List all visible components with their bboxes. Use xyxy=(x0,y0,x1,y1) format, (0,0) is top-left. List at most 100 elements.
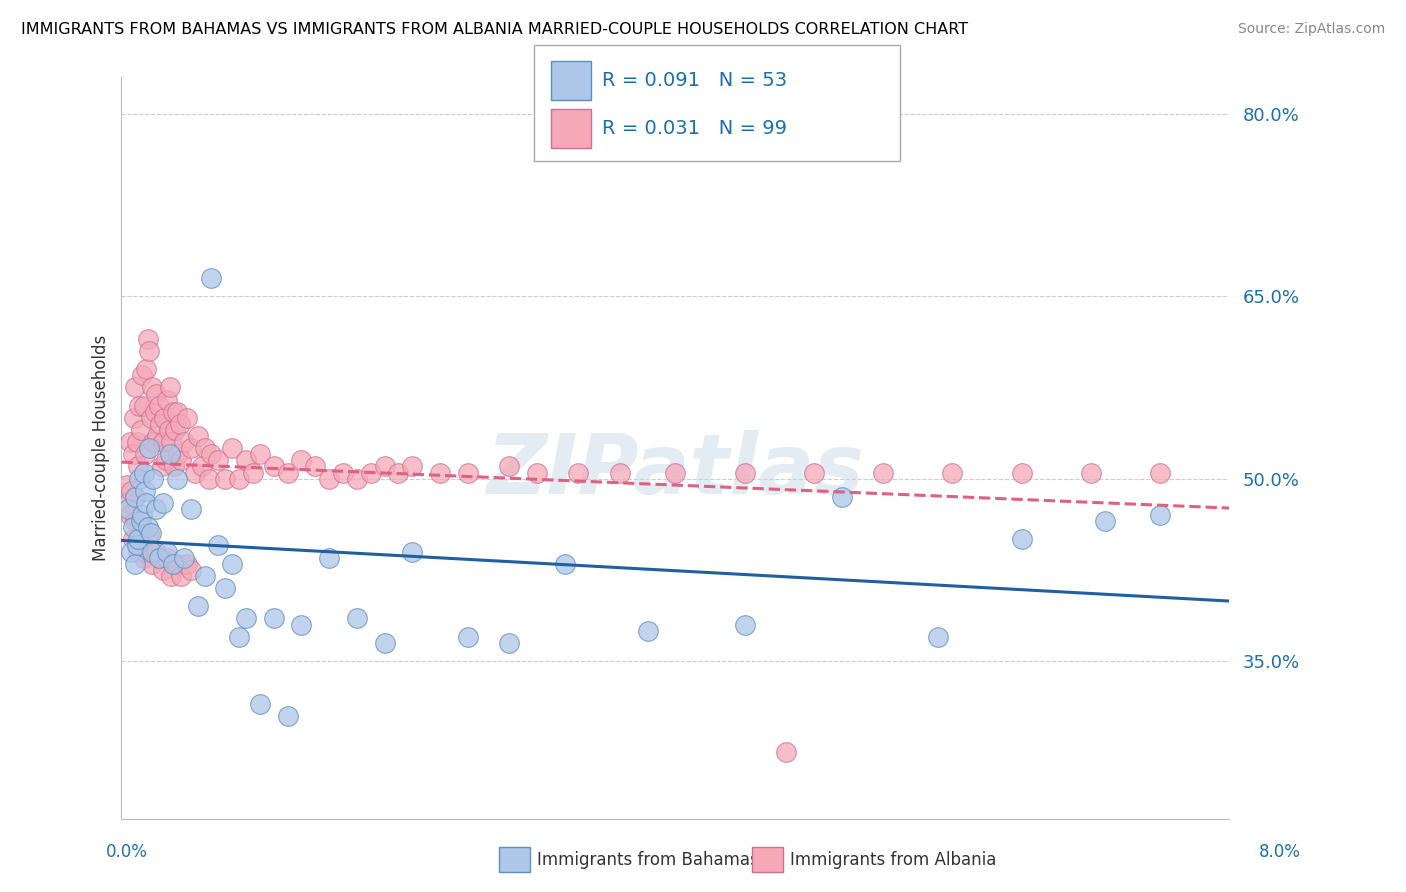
Point xyxy=(1149,466,1171,480)
Point xyxy=(609,466,631,480)
Point xyxy=(145,544,167,558)
Point xyxy=(176,410,198,425)
Point xyxy=(457,630,479,644)
Point xyxy=(401,544,423,558)
Point xyxy=(121,533,143,547)
Text: Immigrants from Bahamas: Immigrants from Bahamas xyxy=(537,851,759,869)
Text: 0.0%: 0.0% xyxy=(105,843,148,861)
Point xyxy=(290,453,312,467)
Point xyxy=(141,557,163,571)
Point xyxy=(150,459,173,474)
Point xyxy=(457,466,479,480)
Point xyxy=(1094,514,1116,528)
Point xyxy=(1011,533,1033,547)
Point xyxy=(115,477,138,491)
Point xyxy=(173,550,195,565)
Point xyxy=(118,435,141,450)
Point xyxy=(803,466,825,480)
Point xyxy=(200,447,222,461)
Point xyxy=(242,466,264,480)
Point xyxy=(567,466,589,480)
Text: R = 0.031   N = 99: R = 0.031 N = 99 xyxy=(602,119,787,138)
Point xyxy=(134,447,156,461)
Point xyxy=(187,429,209,443)
Point xyxy=(125,435,148,450)
Point xyxy=(135,496,157,510)
Point xyxy=(169,417,191,431)
Point xyxy=(132,399,155,413)
Point xyxy=(193,441,215,455)
Point xyxy=(249,447,271,461)
Point xyxy=(160,435,183,450)
Point xyxy=(401,459,423,474)
Point xyxy=(360,466,382,480)
Point xyxy=(162,557,184,571)
Point xyxy=(277,708,299,723)
Point xyxy=(121,520,143,534)
Point xyxy=(149,417,172,431)
Point xyxy=(165,423,187,437)
Point xyxy=(176,557,198,571)
Point xyxy=(122,410,145,425)
Point xyxy=(129,514,152,528)
Point xyxy=(221,441,243,455)
Point xyxy=(318,550,340,565)
Point xyxy=(163,459,186,474)
Point xyxy=(136,520,159,534)
Point xyxy=(207,453,229,467)
Point xyxy=(162,405,184,419)
Point xyxy=(132,466,155,480)
Point xyxy=(124,490,146,504)
Point xyxy=(127,533,149,547)
Point xyxy=(156,550,179,565)
Point xyxy=(157,423,180,437)
Point xyxy=(214,581,236,595)
Point xyxy=(127,544,149,558)
Point xyxy=(167,447,190,461)
Point xyxy=(128,399,150,413)
Point xyxy=(155,453,177,467)
Point xyxy=(228,630,250,644)
Point xyxy=(387,466,409,480)
Point xyxy=(263,459,285,474)
Point xyxy=(141,544,163,558)
Point xyxy=(141,380,163,394)
Point xyxy=(160,569,183,583)
Point xyxy=(170,453,193,467)
Point xyxy=(142,472,165,486)
Point xyxy=(146,429,169,443)
Point xyxy=(429,466,451,480)
Point xyxy=(184,466,207,480)
Point xyxy=(775,745,797,759)
Point xyxy=(734,466,756,480)
Point xyxy=(277,466,299,480)
Point xyxy=(193,569,215,583)
Point xyxy=(148,550,170,565)
Point xyxy=(132,550,155,565)
Point xyxy=(125,539,148,553)
Point xyxy=(156,392,179,407)
Point xyxy=(180,563,202,577)
Point xyxy=(129,423,152,437)
Text: Source: ZipAtlas.com: Source: ZipAtlas.com xyxy=(1237,22,1385,37)
Point xyxy=(1011,466,1033,480)
Point xyxy=(121,447,143,461)
Point xyxy=(332,466,354,480)
Point xyxy=(235,453,257,467)
Text: 8.0%: 8.0% xyxy=(1258,843,1301,861)
Point xyxy=(498,459,520,474)
Point xyxy=(526,466,548,480)
Point xyxy=(145,502,167,516)
Point xyxy=(117,496,139,510)
Y-axis label: Married-couple Households: Married-couple Households xyxy=(93,335,110,561)
Point xyxy=(166,405,188,419)
Point xyxy=(128,472,150,486)
Point xyxy=(152,435,174,450)
Point xyxy=(135,362,157,376)
Point xyxy=(166,472,188,486)
Text: Immigrants from Albania: Immigrants from Albania xyxy=(790,851,997,869)
Point xyxy=(134,483,156,498)
Point xyxy=(139,410,162,425)
Text: R = 0.091   N = 53: R = 0.091 N = 53 xyxy=(602,70,787,90)
Point xyxy=(124,380,146,394)
